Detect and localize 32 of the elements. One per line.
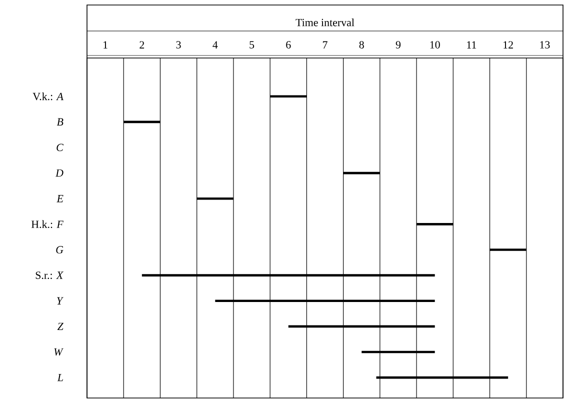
y-tick-label: G [56, 246, 64, 254]
y-tick-label: E [56, 195, 64, 202]
bar [142, 274, 435, 276]
y-tick-label: W [54, 348, 64, 356]
y-tick-label: S.r.: X [36, 272, 64, 279]
x-tick-label: 12 [504, 41, 513, 48]
bar [215, 300, 435, 302]
y-tick-label: C [56, 144, 64, 152]
y-tick-label: D [55, 169, 64, 177]
y-tick-label: Y [57, 297, 64, 304]
x-tick-label: 2 [140, 41, 144, 48]
y-tick-label: L [57, 374, 63, 382]
x-tick-label: 9 [396, 41, 401, 48]
x-tick-label: 8 [359, 41, 364, 48]
x-axis-title: Time interval [296, 18, 354, 26]
x-tick-label: 7 [322, 41, 328, 48]
x-tick-label: 1 [104, 41, 108, 48]
y-tick-label: B [56, 118, 64, 126]
bar [270, 95, 307, 98]
bar [490, 248, 526, 251]
x-tick-label: 4 [212, 41, 218, 48]
x-tick-label: 3 [176, 41, 181, 48]
x-tick-label: 6 [286, 41, 291, 48]
x-tick-label: 10 [430, 41, 440, 48]
bar [196, 197, 234, 200]
y-tick-label: Z [57, 322, 64, 330]
bar [416, 223, 454, 226]
y-tick-label: H.k.: F [31, 220, 64, 228]
x-tick-label: 5 [250, 41, 254, 48]
y-tick-label: V.k.: A [32, 92, 64, 100]
x-tick-label: 11 [467, 41, 476, 48]
x-tick-label: 13 [540, 41, 550, 48]
